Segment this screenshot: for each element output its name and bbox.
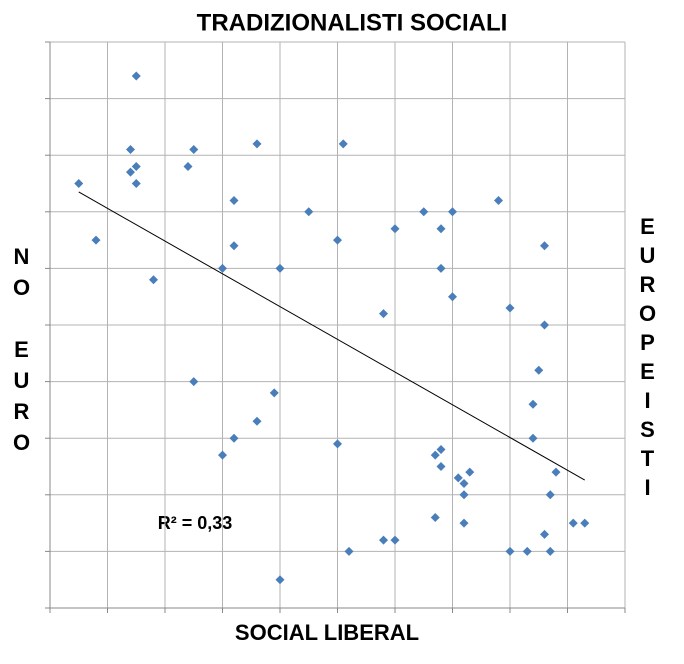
point: [534, 365, 544, 375]
point: [338, 139, 348, 149]
point: [545, 490, 555, 500]
point: [304, 207, 314, 217]
point: [551, 467, 561, 477]
y-axis-label: NO EURO: [9, 244, 34, 461]
point: [229, 433, 239, 443]
point: [149, 275, 158, 285]
point: [218, 450, 227, 460]
point: [126, 167, 135, 177]
point: [131, 179, 141, 188]
point: [540, 320, 549, 330]
point: [379, 309, 388, 319]
point: [189, 145, 199, 155]
point: [229, 195, 239, 205]
point: [505, 546, 515, 556]
point: [459, 518, 469, 528]
point: [453, 473, 463, 483]
point: [390, 535, 400, 545]
point: [390, 224, 400, 234]
point: [436, 224, 446, 234]
point: [459, 490, 469, 500]
point: [545, 546, 555, 556]
point: [528, 399, 538, 409]
point: [252, 416, 262, 426]
point: [379, 535, 388, 545]
point: [448, 207, 457, 217]
point: [436, 462, 446, 471]
point: [229, 241, 239, 251]
point: [540, 529, 549, 539]
point: [252, 139, 262, 149]
point: [505, 303, 515, 313]
point: [126, 145, 135, 155]
point: [275, 575, 285, 585]
point: [448, 292, 457, 302]
point: [494, 195, 503, 205]
point: [459, 478, 469, 488]
point: [333, 439, 342, 449]
point: [436, 263, 446, 273]
point: [74, 179, 84, 188]
annotation: R² = 0,33: [158, 513, 233, 533]
point: [344, 546, 354, 556]
point: [465, 467, 475, 477]
point: [522, 546, 532, 556]
x-axis-label: SOCIAL LIBERAL: [235, 620, 419, 645]
point: [218, 263, 227, 273]
point: [131, 71, 141, 81]
trendline: [78, 191, 585, 481]
point: [275, 263, 285, 273]
point: [419, 207, 429, 217]
point: [183, 162, 193, 172]
point: [580, 518, 590, 528]
point: [430, 450, 440, 460]
point: [540, 241, 549, 251]
y2-axis-label: EUROPEISTI: [635, 214, 660, 504]
chart-title: TRADIZIONALISTI SOCIALI: [197, 9, 508, 36]
point: [568, 518, 578, 528]
point: [189, 377, 199, 387]
point: [333, 235, 342, 245]
point: [528, 433, 538, 443]
point: [430, 512, 440, 522]
point: [91, 235, 101, 245]
point: [436, 445, 446, 455]
point: [131, 162, 141, 172]
point: [269, 388, 279, 398]
